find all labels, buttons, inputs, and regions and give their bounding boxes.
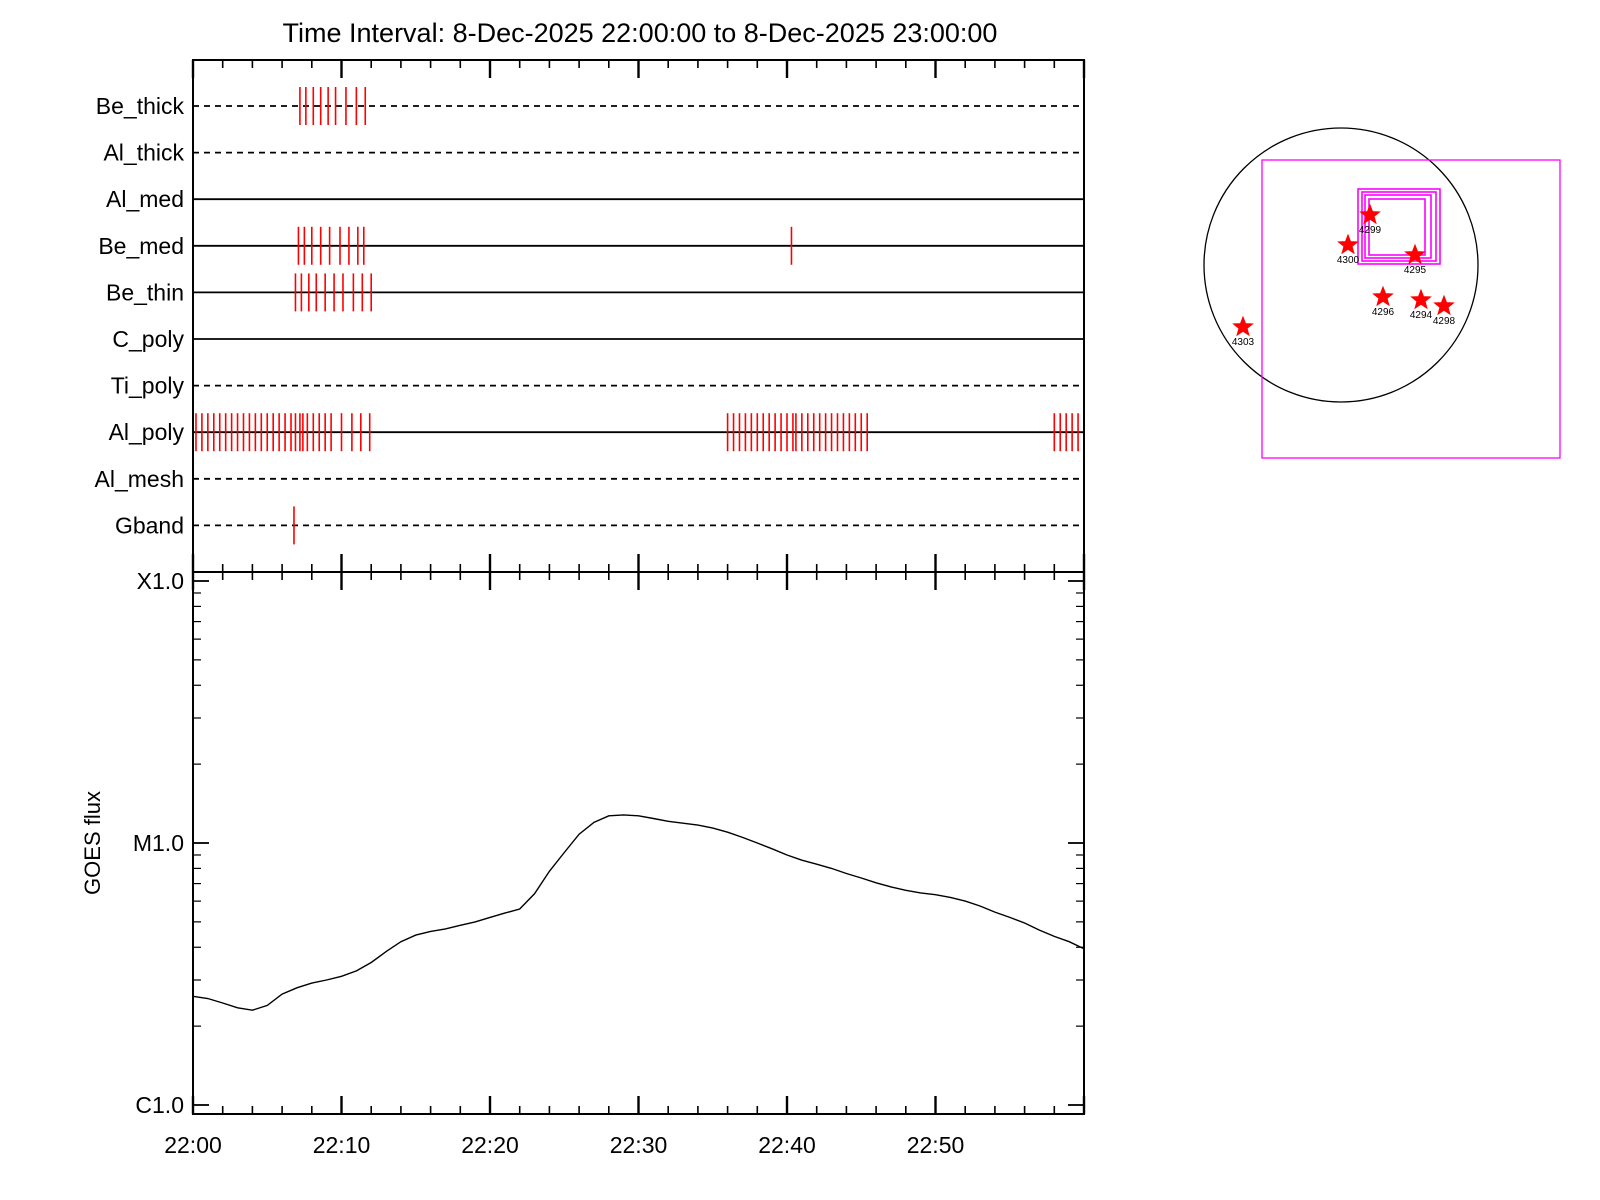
goes-lightcurve-panel: 22:00 22:10 22:20 22:30 22:40 22:50 C1.0 M1.0 X1… [133, 568, 1085, 1158]
x-tick-label: 22:10 [313, 1132, 371, 1158]
channel-label: Al_med [106, 186, 184, 212]
y-tick-label: X1.0 [137, 568, 184, 594]
x-tick-label: 22:00 [164, 1132, 222, 1158]
active-region-label: 4298 [1433, 316, 1456, 327]
goes-flux-curve [192, 814, 1085, 1011]
channel-label: Be_med [98, 233, 184, 259]
channel-label: Ti_poly [111, 373, 185, 399]
active-region-label: 4296 [1372, 307, 1395, 318]
fov-box-large [1261, 159, 1561, 459]
channel-label: Al_mesh [95, 466, 184, 492]
y-tick-label: C1.0 [135, 1092, 184, 1118]
active-region-star [1337, 233, 1359, 255]
solar-disk-outline [1203, 127, 1479, 403]
channel-label: C_poly [112, 326, 184, 352]
x-tick-label: 22:40 [758, 1132, 816, 1158]
channel-label: Al_poly [109, 419, 185, 445]
channel-timeline: Be_thick Al_thick Al_med Be_med Be_thin C_pol… [95, 87, 1084, 545]
timeline-frame [192, 59, 1085, 573]
channel-label: Be_thick [96, 93, 185, 119]
active-region-star [1410, 288, 1432, 310]
active-region-label: 4295 [1404, 265, 1427, 276]
active-region-star [1404, 243, 1426, 265]
x-tick-label: 22:20 [461, 1132, 519, 1158]
fov-box-small [1357, 188, 1441, 265]
active-region-label: 4300 [1337, 255, 1360, 266]
channel-label: Al_thick [103, 140, 184, 166]
chart-title: Time Interval: 8-Dec-2025 22:00:00 to 8-… [283, 18, 998, 48]
channel-label: Be_thin [106, 279, 184, 305]
active-region-star [1359, 203, 1381, 225]
y-tick-label: M1.0 [133, 830, 184, 856]
channel-label: Gband [115, 512, 184, 538]
timeline-ticks [191, 60, 1086, 1114]
active-region-label: 4299 [1359, 225, 1382, 236]
fov-box-small [1368, 198, 1426, 256]
goes-frame [192, 571, 1085, 1115]
fov-box-small [1364, 194, 1432, 259]
active-region-star [1372, 285, 1394, 307]
fov-box-small [1361, 191, 1437, 262]
active-region-star [1433, 294, 1455, 316]
active-region-label: 4303 [1232, 337, 1255, 348]
active-region-star [1232, 315, 1254, 337]
active-region-label: 4294 [1410, 310, 1433, 321]
x-tick-label: 22:50 [907, 1132, 965, 1158]
goes-ylabel: GOES flux [80, 791, 105, 895]
x-tick-label: 22:30 [610, 1132, 668, 1158]
